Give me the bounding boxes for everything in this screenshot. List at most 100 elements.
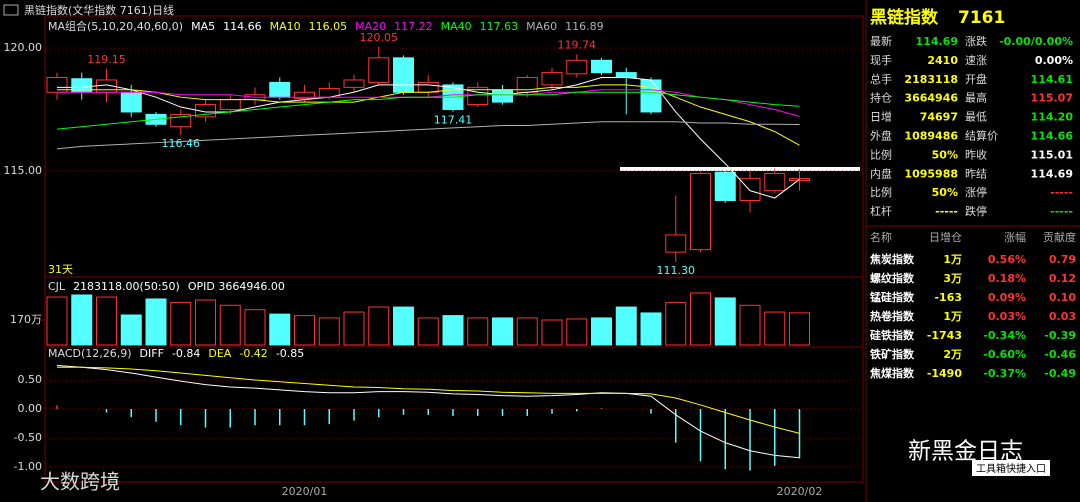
quote-label: 最新 — [870, 34, 892, 48]
component-cell: -163 — [934, 291, 962, 304]
candle-body — [764, 172, 786, 192]
component-cell: 0.03 — [1049, 310, 1076, 323]
candle-body — [640, 79, 662, 113]
quote-value: 115.07 — [1031, 92, 1073, 105]
quote-value: 1095988 — [904, 167, 958, 180]
component-cell: -0.34% — [983, 329, 1026, 342]
quote-value: ----- — [1050, 186, 1073, 199]
candle-body — [665, 234, 687, 253]
series-line — [56, 365, 800, 459]
quote-label: 杠杆 — [870, 204, 892, 218]
window-icon[interactable] — [3, 4, 19, 16]
quote-code: 7161 — [958, 8, 1005, 28]
legend-value: 117.63 — [480, 20, 519, 33]
y-tick-label: 120.00 — [4, 41, 43, 54]
candle-body — [417, 81, 439, 93]
quote-label: 比例 — [870, 147, 892, 161]
quote-value: 114.66 — [1031, 130, 1074, 143]
component-cell: 铁矿指数 — [870, 347, 915, 361]
legend-name: MA10 — [270, 20, 301, 33]
volume-bar — [615, 306, 637, 346]
quote-value: 114.20 — [1031, 111, 1074, 124]
quote-value: 3664946 — [904, 92, 958, 105]
quote-label: 涨停 — [965, 185, 987, 199]
candle-body — [219, 99, 241, 110]
quote-value: 115.01 — [1031, 148, 1073, 161]
price-annotation: 119.74 — [558, 38, 597, 51]
series-line — [57, 366, 800, 434]
volume-bar — [516, 317, 538, 346]
component-cell: -0.46 — [1044, 348, 1076, 361]
candle-body — [393, 57, 414, 93]
quote-label: 总手 — [870, 72, 892, 86]
price-annotation: 117.41 — [434, 114, 473, 127]
volume-bar — [714, 297, 736, 346]
candle-body — [492, 89, 513, 103]
volume-bar — [170, 301, 192, 346]
quote-label: 内盘 — [870, 166, 892, 180]
component-cell: -0.49 — [1044, 367, 1076, 380]
component-cell: 1万 — [943, 310, 962, 323]
component-cell: 3万 — [943, 272, 962, 285]
legend-value: 116.05 — [309, 20, 348, 33]
candle-body — [739, 177, 761, 201]
legend-value: 117.22 — [394, 20, 433, 33]
plot-frame — [44, 15, 864, 483]
legend-value: 116.89 — [565, 20, 604, 33]
series-line — [56, 91, 800, 130]
quote-value: 74697 — [920, 111, 958, 124]
legend-name: MA40 — [441, 20, 472, 33]
candle-body — [269, 81, 291, 98]
candle-body — [690, 172, 711, 251]
candle-body — [294, 91, 315, 99]
volume-bar — [591, 317, 612, 346]
volume-bar — [46, 296, 68, 346]
component-cell: 锰硅指数 — [870, 290, 915, 304]
component-cell: -1490 — [927, 367, 963, 380]
watermark: 大数跨境 — [40, 470, 120, 494]
candle-body — [566, 59, 588, 75]
volume-bar — [145, 298, 167, 346]
volume-bar — [764, 311, 786, 346]
y-tick-label: -1.00 — [14, 460, 42, 473]
quote-label: 最高 — [965, 91, 987, 105]
legend-name: DEA — [208, 347, 231, 360]
column-header: 日增仓 — [929, 230, 962, 244]
x-tick-label: 2020/02 — [777, 485, 823, 498]
candle-body — [615, 72, 637, 79]
volume-bar — [467, 317, 489, 346]
candle-body — [368, 57, 390, 83]
column-header: 名称 — [870, 230, 892, 244]
volume-bar — [739, 304, 761, 346]
days-label: 31天 — [48, 263, 73, 276]
volume-bar — [789, 312, 810, 346]
component-cell: 1万 — [943, 253, 962, 266]
quote-label: 涨跌 — [965, 34, 987, 48]
component-cell: 2万 — [943, 348, 962, 361]
component-cell: 0.12 — [1049, 272, 1076, 285]
price-annotation: 120.05 — [360, 31, 399, 44]
component-cell: 0.18% — [988, 272, 1026, 285]
component-cell: 硅铁指数 — [870, 328, 915, 342]
y-tick-label: 0.50 — [18, 373, 43, 386]
period[interactable]: 日线 — [152, 3, 174, 17]
price-annotation: 116.46 — [162, 137, 201, 150]
legend-value: 114.66 — [223, 20, 262, 33]
volume-bar — [195, 299, 216, 346]
component-cell: 0.03% — [988, 310, 1026, 323]
quote-label: 日增 — [870, 110, 892, 124]
toolbox-box[interactable] — [972, 460, 1050, 476]
column-header: 涨幅 — [1004, 231, 1026, 244]
volume-bar — [690, 292, 711, 346]
quote-value: 114.69 — [1031, 167, 1073, 180]
legend-value: -0.84 — [172, 347, 200, 360]
volume-bar — [566, 318, 588, 346]
candle-body — [120, 91, 142, 113]
quote-value: 1089486 — [904, 130, 958, 143]
legend-text: OPID 3664946.00 — [188, 280, 285, 293]
quote-value: 2183118 — [904, 73, 958, 86]
toolbox-link[interactable]: 工具箱快捷入口 — [976, 462, 1046, 475]
volume-bar — [640, 312, 662, 346]
y-tick-label: -0.50 — [14, 431, 42, 444]
